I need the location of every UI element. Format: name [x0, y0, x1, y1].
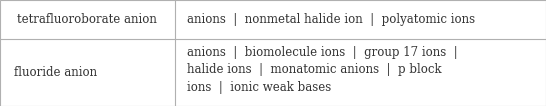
Text: anions  |  nonmetal halide ion  |  polyatomic ions: anions | nonmetal halide ion | polyatomi… [187, 13, 475, 26]
Text: tetrafluoroborate anion: tetrafluoroborate anion [17, 13, 157, 26]
Text: anions  |  biomolecule ions  |  group 17 ions  |
halide ions  |  monatomic anion: anions | biomolecule ions | group 17 ion… [187, 46, 458, 94]
Text: fluoride anion: fluoride anion [14, 66, 97, 79]
